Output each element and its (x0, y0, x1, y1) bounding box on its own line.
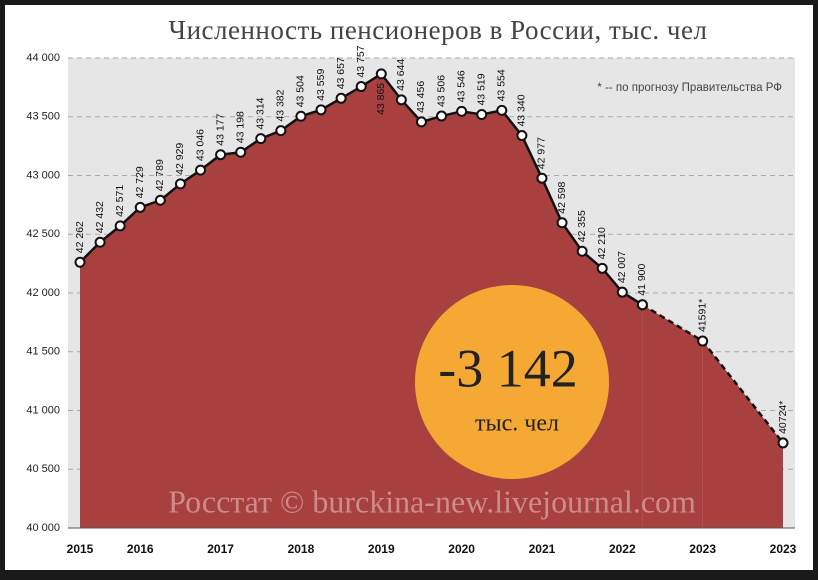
data-label: 42 598 (556, 181, 568, 213)
point (476, 109, 488, 121)
data-label: 42 210 (596, 227, 608, 259)
data-label: 40724* (777, 401, 789, 434)
point (436, 110, 448, 122)
point (576, 245, 588, 257)
data-label: 43 644 (395, 59, 407, 91)
data-label: 43 506 (435, 75, 447, 107)
data-label: 43 314 (255, 97, 267, 129)
point (134, 201, 146, 213)
point (114, 220, 126, 232)
data-label: 42 571 (114, 185, 126, 217)
data-label: 41591* (696, 299, 708, 332)
point (195, 164, 207, 176)
data-label: 42 355 (576, 210, 588, 242)
data-label: 43 546 (455, 70, 467, 102)
data-label: 41 900 (636, 263, 648, 295)
data-label: 43 559 (315, 69, 327, 101)
y-tick-label: 42 500 (26, 228, 60, 240)
data-label: 43 177 (214, 113, 226, 145)
point (375, 68, 387, 80)
x-tick-label: 2023 (689, 542, 716, 556)
point (295, 110, 307, 122)
point (154, 194, 166, 206)
y-tick-label: 40 000 (26, 522, 60, 534)
point (94, 236, 106, 248)
point (697, 335, 709, 347)
data-label: 43 519 (475, 73, 487, 105)
point (74, 256, 86, 268)
point (415, 116, 427, 128)
data-label: 43 865 (375, 83, 387, 115)
point (636, 299, 648, 311)
point (596, 262, 608, 274)
watermark: Росстат © burckina-new.livejournal.com (168, 483, 696, 519)
point (556, 217, 568, 229)
point (174, 178, 186, 190)
highlight-circle (415, 285, 609, 479)
y-tick-label: 41 500 (26, 346, 60, 358)
y-tick-label: 40 500 (26, 463, 60, 475)
point (235, 146, 247, 158)
highlight-unit: тыс. чел (475, 411, 559, 437)
x-tick-label: 2023 (770, 542, 797, 556)
data-label: 43 456 (415, 81, 427, 113)
data-label: 43 198 (234, 111, 246, 143)
data-label: 43 757 (355, 45, 367, 77)
data-label: 42 729 (134, 166, 146, 198)
point (275, 125, 287, 137)
y-tick-label: 41 000 (26, 404, 60, 416)
x-tick-label: 2019 (368, 542, 395, 556)
data-label: 43 046 (194, 129, 206, 161)
point (395, 94, 407, 106)
x-tick-label: 2021 (529, 542, 556, 556)
point (616, 286, 628, 298)
data-label: 43 554 (496, 69, 508, 101)
x-tick-label: 2020 (448, 542, 475, 556)
y-tick-label: 43 000 (26, 169, 60, 181)
data-label: 42 929 (174, 143, 186, 175)
y-tick-label: 42 000 (26, 287, 60, 299)
data-label: 42 432 (94, 201, 106, 233)
point (496, 104, 508, 116)
data-label: 42 977 (536, 137, 548, 169)
chart-title: Численность пенсионеров в России, тыс. ч… (169, 15, 708, 45)
forecast-line (701, 340, 784, 444)
data-label: 42 262 (74, 221, 86, 253)
data-label: 43 657 (335, 57, 347, 89)
point (456, 105, 468, 117)
x-tick-label: 2015 (67, 542, 94, 556)
data-label: 42 789 (154, 159, 166, 191)
x-tick-label: 2018 (288, 542, 315, 556)
data-label: 43 382 (275, 89, 287, 121)
area-segment (642, 304, 703, 528)
point (315, 104, 327, 116)
point (516, 130, 528, 142)
x-tick-label: 2016 (127, 542, 154, 556)
x-tick-label: 2022 (609, 542, 636, 556)
point (335, 92, 347, 104)
point (536, 172, 548, 184)
data-label: 43 504 (295, 75, 307, 107)
highlight-value: -3 142 (438, 338, 577, 398)
data-label: 43 340 (516, 94, 528, 126)
point (215, 149, 227, 161)
point (355, 81, 367, 93)
annotation: * -- по прогнозу Правительства РФ (597, 82, 782, 94)
point (255, 133, 267, 145)
area-segment (702, 341, 783, 528)
point (777, 437, 789, 449)
forecast-line (641, 303, 704, 343)
x-tick-label: 2017 (207, 542, 234, 556)
y-tick-label: 43 500 (26, 111, 60, 123)
y-tick-label: 44 000 (26, 52, 60, 64)
data-label: 42 007 (616, 251, 628, 283)
